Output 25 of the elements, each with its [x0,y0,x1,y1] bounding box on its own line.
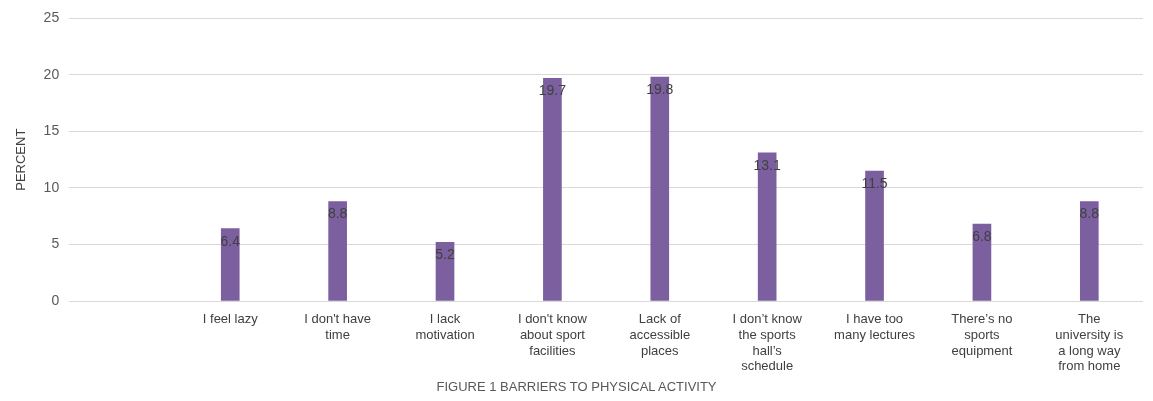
x-tick-label: I don't know about sport facilities [517,311,588,358]
y-tick-label: 10 [43,178,60,195]
x-tick-label: I lack motivation [415,311,475,342]
bar [1079,201,1099,301]
data-label: 6.8 [972,227,992,244]
x-tick-label: I feel lazy [202,311,259,327]
data-label: 6.4 [220,232,241,249]
y-tick-label: 20 [43,65,60,82]
x-tick-label: Lack of accessible places [629,311,691,358]
bar [220,228,240,301]
bar [328,201,347,301]
data-label: 8.8 [1079,205,1100,222]
data-label: 8.8 [327,205,348,222]
data-label: 5.2 [435,246,455,263]
y-tick-label: 15 [43,122,60,139]
text: FIGURE 1 BARRIERS TO PHYSICAL ACTIVITY [436,378,717,394]
x-tick-label: The university is a long way from home [1055,311,1124,374]
x-tick-label: I don’t know the sports hall’s schedule [732,311,803,374]
y-tick-label: 5 [51,235,60,252]
y-axis-title: PERCENT [13,128,29,191]
x-tick-label: I don't have time [304,311,372,342]
x-tick-label: I have too many lectures [834,311,916,342]
x-tick-label: There’s no sports equipment [951,311,1013,358]
y-tick-label: 0 [51,291,60,308]
y-tick-label: 25 [43,9,60,26]
